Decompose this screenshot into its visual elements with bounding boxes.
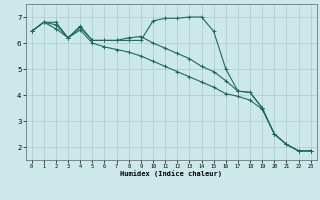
X-axis label: Humidex (Indice chaleur): Humidex (Indice chaleur) [120,171,222,177]
